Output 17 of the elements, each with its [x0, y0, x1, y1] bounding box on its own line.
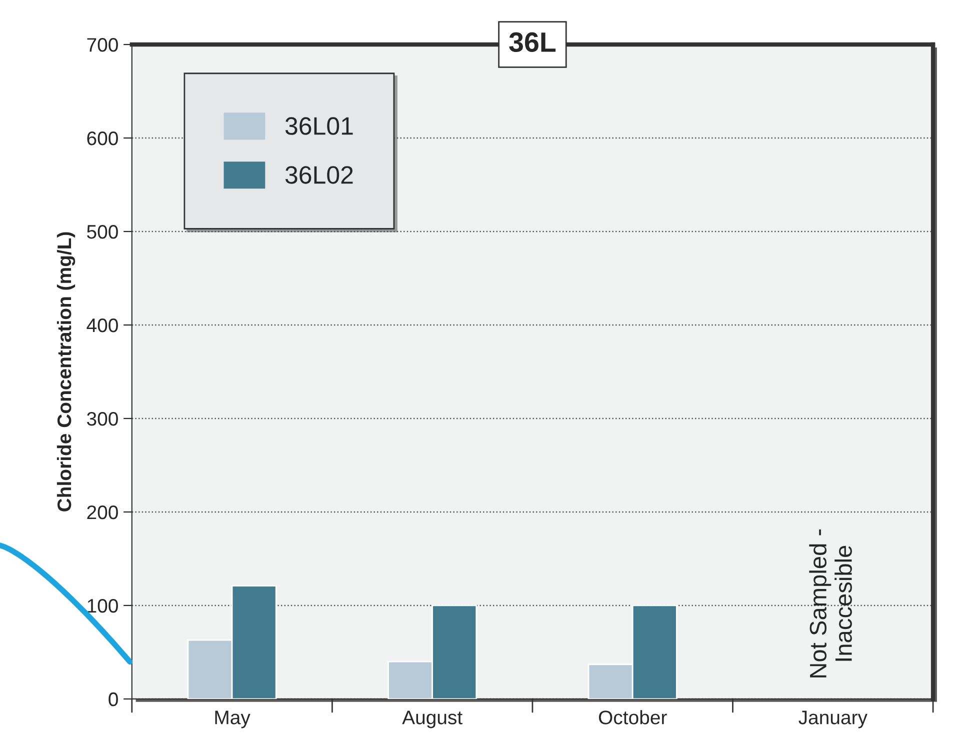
legend-label: 36L01 — [285, 117, 353, 135]
x-tick-label: January — [798, 710, 868, 728]
y-tick-label: 200 — [87, 505, 118, 520]
x-tick-label: May — [215, 710, 250, 728]
y-axis-title: Chloride Concentration (mg/L) — [56, 232, 76, 512]
y-tick-label: 0 — [108, 692, 118, 706]
chart-title: 36L — [509, 32, 556, 52]
y-tick-label: 700 — [87, 38, 118, 52]
y-tick-label: 500 — [87, 224, 118, 239]
legend-label: 36L02 — [285, 166, 353, 184]
y-tick-label: 600 — [87, 131, 118, 146]
x-tick-label: October — [598, 710, 667, 724]
x-tick-label: August — [402, 710, 462, 728]
annotation: Not Sampled - Inaccesible — [809, 529, 852, 678]
y-tick-label: 100 — [88, 598, 118, 613]
y-tick-label: 400 — [86, 318, 118, 332]
y-tick-label: 300 — [87, 412, 118, 426]
